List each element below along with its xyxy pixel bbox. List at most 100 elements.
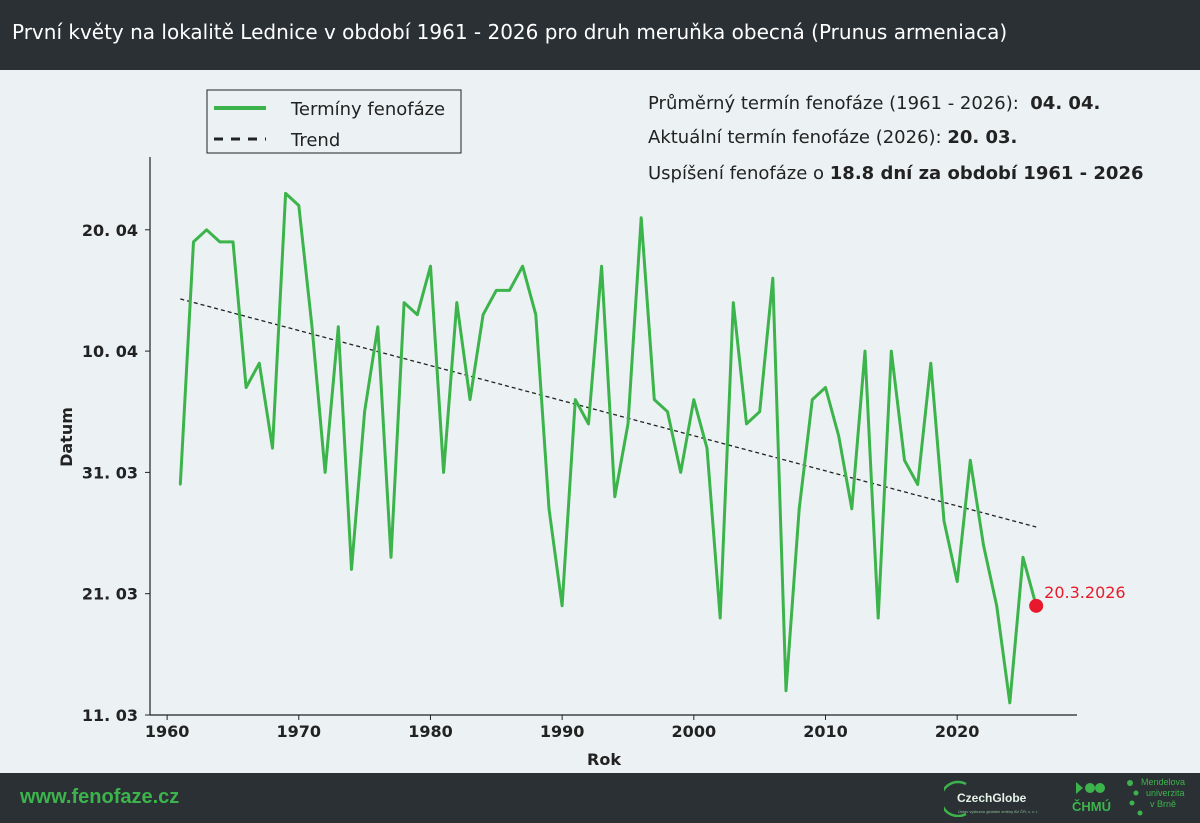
series-line-phenophase — [178, 191, 1038, 705]
data-point — [718, 616, 722, 620]
data-point — [903, 459, 906, 462]
data-point — [495, 289, 498, 292]
mendelu-dots-icon — [1127, 780, 1143, 816]
chmu-emblem-icon — [1076, 782, 1105, 794]
data-point — [732, 301, 735, 304]
phase-shift: Uspíšení fenofáze o 18.8 dní za období 1… — [648, 163, 1144, 184]
average-term: Průměrný termín fenofáze (1961 - 2026): … — [648, 93, 1100, 114]
data-point — [231, 240, 235, 244]
data-point — [389, 556, 393, 559]
data-point — [600, 264, 603, 268]
data-point — [429, 264, 432, 268]
page-title: První květy na lokalitě Lednice v období… — [12, 20, 1008, 44]
website-link[interactable]: www.fenofaze.cz — [20, 786, 180, 808]
data-point — [416, 313, 419, 316]
data-point — [916, 483, 919, 486]
data-point — [179, 483, 182, 486]
data-point — [547, 507, 551, 510]
x-tick-label: 2000 — [672, 722, 717, 741]
data-point — [587, 422, 590, 426]
data-point — [837, 434, 840, 438]
current-year-label: 20.3.2026 — [1044, 583, 1125, 602]
data-point — [376, 325, 379, 329]
data-point — [653, 398, 656, 401]
axes: Rok Datum 1960 1970 1980 1990 2000 2010 2020 11… — [57, 157, 1077, 769]
data-point — [284, 192, 287, 195]
data-point — [481, 313, 485, 316]
data-point — [205, 228, 208, 231]
data-point — [271, 446, 274, 450]
data-point — [692, 398, 696, 401]
current-term-label: Aktuální termín fenofáze (2026): — [648, 127, 942, 148]
data-point — [639, 216, 643, 219]
data-point — [192, 240, 195, 244]
chmu-name: ČHMÚ — [1072, 799, 1111, 814]
data-point — [679, 471, 682, 474]
data-point — [258, 362, 261, 365]
x-tick-label: 2020 — [935, 722, 980, 741]
legend: Termíny fenofáze Trend — [206, 89, 462, 154]
legend-label-trend: Trend — [290, 130, 340, 151]
czechglobe-name: CzechGlobe — [957, 791, 1027, 805]
data-point — [666, 410, 669, 413]
data-point — [771, 277, 775, 280]
data-point — [402, 301, 406, 304]
chmu-logo: ČHMÚ — [1068, 779, 1116, 819]
data-point — [613, 495, 617, 498]
y-tick-label: 11. 03 — [82, 706, 138, 725]
data-point — [850, 507, 854, 510]
data-point — [995, 604, 998, 608]
czechglobe-arc-icon — [944, 780, 967, 817]
x-axis-label: Rok — [587, 750, 621, 769]
mendelu-line-3: v Brně — [1150, 799, 1177, 809]
data-point — [323, 471, 327, 474]
data-point — [534, 313, 538, 316]
header-bar: První květy na lokalitě Lednice v období… — [0, 0, 1200, 70]
y-tick-label: 21. 03 — [82, 585, 138, 604]
data-point — [811, 398, 814, 401]
czechglobe-logo: CzechGlobe Ústav výzkumu globální změny … — [944, 779, 1044, 817]
data-point — [1021, 556, 1025, 559]
data-point — [363, 410, 366, 413]
data-point — [890, 349, 893, 353]
mendelu-line-1: Mendelova — [1141, 777, 1186, 787]
data-point — [626, 422, 630, 426]
data-point — [942, 519, 946, 523]
data-point — [455, 301, 459, 304]
data-point — [244, 386, 248, 389]
data-point — [929, 362, 933, 365]
data-point — [982, 543, 985, 547]
average-term-label: Průměrný termín fenofáze (1961 - 2026): — [648, 93, 1019, 114]
phase-shift-label: Uspíšení fenofáze o — [648, 163, 825, 184]
data-point — [442, 471, 445, 474]
data-point — [863, 349, 867, 353]
data-point — [758, 410, 761, 413]
data-point — [508, 289, 511, 292]
current-term-value: 20. 03. — [947, 127, 1018, 148]
legend-frame — [206, 89, 462, 154]
data-point — [337, 325, 340, 329]
chart: Termíny fenofáze Trend Rok Datum 1960 197… — [57, 89, 1126, 769]
mendelu-logo: Mendelova univerzita v Brně — [1124, 777, 1200, 821]
x-tick-label: 2010 — [803, 722, 848, 741]
y-tick-label: 31. 03 — [82, 463, 138, 482]
data-point — [876, 616, 880, 620]
data-point — [1008, 701, 1012, 705]
y-tick-label: 10. 04 — [82, 342, 138, 361]
x-tick-label: 1990 — [540, 722, 585, 741]
data-point — [745, 422, 748, 426]
y-tick-label: 20. 04 — [82, 221, 138, 240]
data-point — [705, 446, 709, 450]
legend-label-series: Termíny fenofáze — [290, 99, 445, 120]
data-point — [824, 386, 827, 389]
trend-line — [180, 298, 1037, 528]
data-point — [797, 507, 801, 510]
average-term-value: 04. 04. — [1030, 93, 1101, 114]
x-tick-label: 1970 — [277, 722, 322, 741]
x-tick-label: 1980 — [408, 722, 453, 741]
current-year-marker — [1029, 598, 1044, 613]
x-tick-label: 1960 — [145, 722, 190, 741]
data-point — [574, 398, 577, 401]
phase-shift-value: 18.8 dní za období 1961 - 2026 — [829, 163, 1144, 184]
data-point — [969, 459, 972, 462]
